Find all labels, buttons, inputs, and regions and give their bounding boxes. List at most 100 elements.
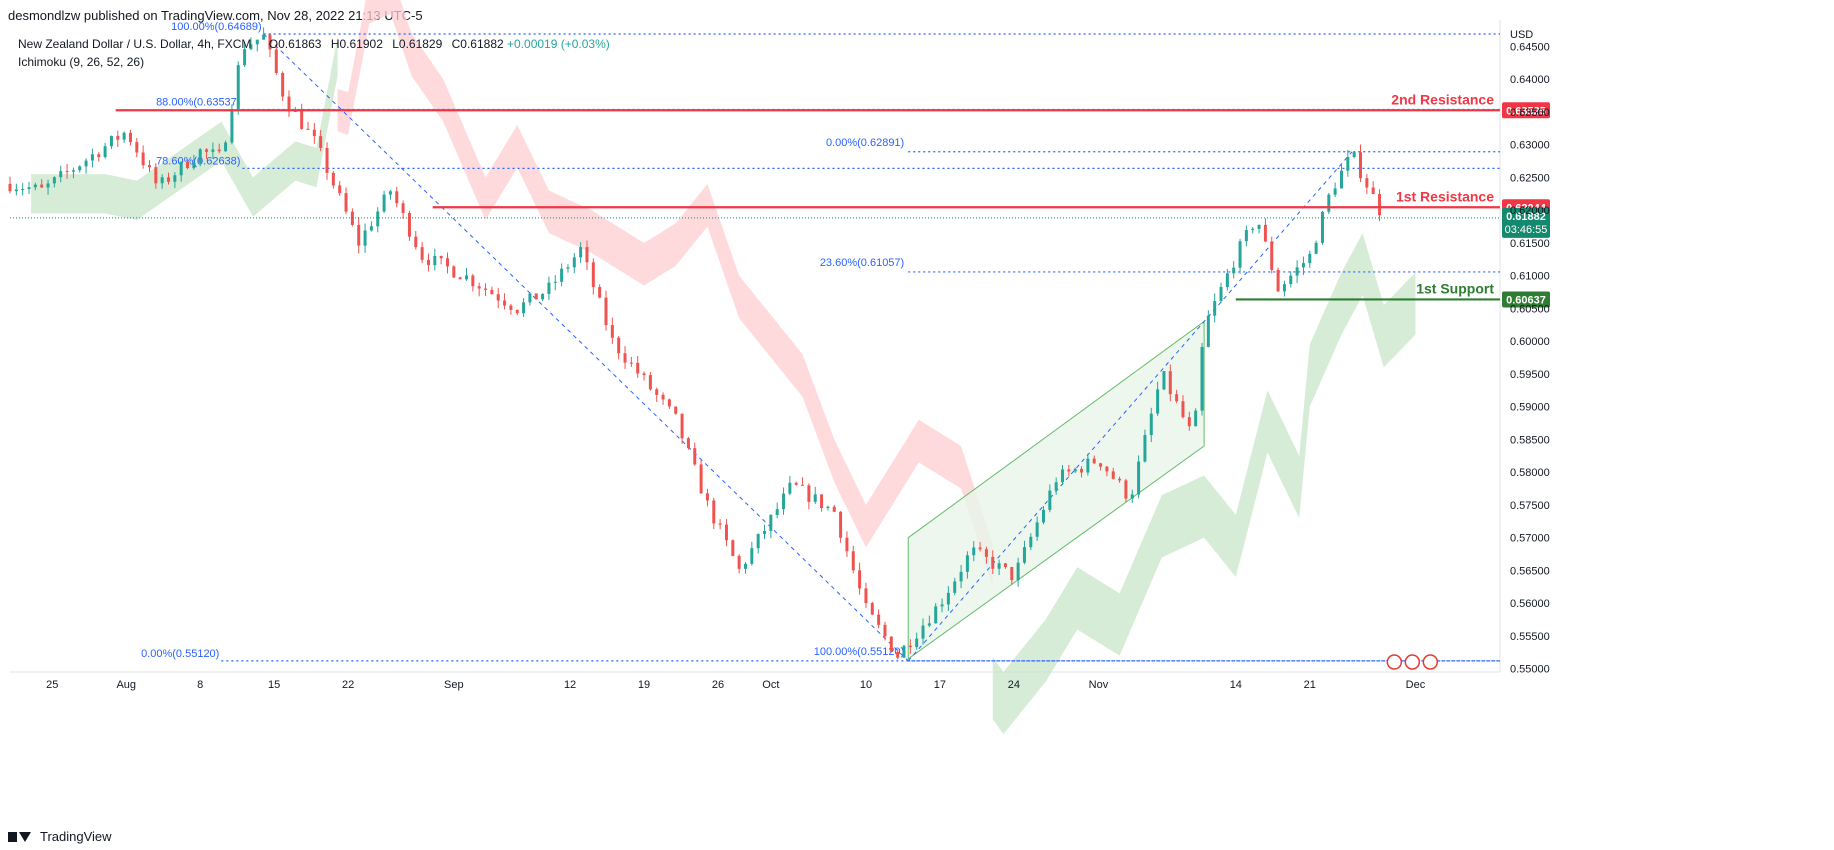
candle-body[interactable] [1048,490,1052,510]
candle-body[interactable] [325,147,329,173]
candle-body[interactable] [870,603,874,615]
candle-body[interactable] [648,375,652,390]
candle-body[interactable] [1137,461,1141,495]
time-tick-label[interactable]: Dec [1406,679,1426,691]
candle-body[interactable] [775,509,779,515]
candle-body[interactable] [1041,509,1045,523]
candle-body[interactable] [604,297,608,326]
candle-body[interactable] [541,293,545,300]
candle-body[interactable] [737,555,741,569]
candle-body[interactable] [306,128,310,130]
candle-body[interactable] [154,167,158,184]
candle-body[interactable] [1251,228,1255,231]
candle-body[interactable] [300,110,304,129]
candle-body[interactable] [851,551,855,571]
candle-body[interactable] [598,287,602,298]
candle-body[interactable] [839,511,843,538]
candle-body[interactable] [1244,230,1248,242]
candle-body[interactable] [198,149,202,163]
candle-body[interactable] [90,154,94,161]
time-tick-label[interactable]: 22 [342,679,354,691]
candle-body[interactable] [1073,468,1077,472]
candle-body[interactable] [655,389,659,395]
candle-body[interactable] [1276,269,1280,292]
candle-body[interactable] [965,555,969,572]
candle-body[interactable] [255,39,259,45]
candle-body[interactable] [515,309,519,314]
candle-body[interactable] [743,563,747,569]
candle-body[interactable] [1035,522,1039,537]
candle-body[interactable] [160,177,164,184]
candle-body[interactable] [420,247,424,260]
candle-body[interactable] [1003,563,1007,568]
candle-body[interactable] [591,262,595,288]
candle-body[interactable] [661,394,665,400]
candle-body[interactable] [1162,371,1166,390]
candle-body[interactable] [1029,536,1033,548]
candle-body[interactable] [1118,478,1122,481]
candle-body[interactable] [59,171,63,178]
candle-body[interactable] [832,506,836,512]
candle-body[interactable] [262,34,266,40]
candle-body[interactable] [978,547,982,550]
candle-body[interactable] [97,154,101,158]
time-tick-label[interactable]: 12 [564,679,576,691]
candle-body[interactable] [135,142,139,153]
candle-body[interactable] [21,189,25,191]
candle-body[interactable] [813,494,817,502]
candle-body[interactable] [40,184,44,188]
candle-body[interactable] [674,406,678,414]
candle-body[interactable] [782,493,786,510]
candle-body[interactable] [750,548,754,564]
candle-body[interactable] [186,161,190,169]
candle-body[interactable] [319,136,323,148]
candle-body[interactable] [712,500,716,524]
candle-body[interactable] [858,570,862,589]
candle-body[interactable] [147,165,151,168]
candle-body[interactable] [1105,466,1109,472]
candle-body[interactable] [471,275,475,287]
candle-body[interactable] [8,183,12,192]
candle-body[interactable] [401,203,405,213]
candle-body[interactable] [236,65,240,110]
candle-body[interactable] [1175,394,1179,402]
candle-body[interactable] [610,325,614,338]
time-tick-label[interactable]: 24 [1008,679,1020,691]
candle-body[interactable] [331,172,335,186]
candle-body[interactable] [458,277,462,280]
candle-body[interactable] [756,533,760,549]
time-tick-label[interactable]: 21 [1304,679,1316,691]
candle-body[interactable] [167,177,171,182]
candle-body[interactable] [1124,480,1128,499]
candle-body[interactable] [211,149,215,152]
candle-body[interactable] [915,638,919,648]
event-flag-icon[interactable] [1386,654,1403,670]
candle-body[interactable] [173,175,177,182]
candle-body[interactable] [731,540,735,556]
candle-body[interactable] [1257,224,1261,229]
candle-body[interactable] [357,224,361,246]
candle-body[interactable] [27,187,31,190]
candle-body[interactable] [1200,346,1204,411]
candle-body[interactable] [205,149,209,152]
candle-body[interactable] [547,282,551,294]
time-tick-label[interactable]: 19 [638,679,650,691]
candle-body[interactable] [864,588,868,604]
time-tick-label[interactable]: Oct [762,679,779,691]
candle-body[interactable] [528,293,532,303]
candle-body[interactable] [369,226,373,231]
candle-body[interactable] [312,129,316,137]
candle-body[interactable] [560,268,564,282]
candle-body[interactable] [78,166,82,171]
candle-body[interactable] [116,135,120,140]
time-tick-label[interactable]: Sep [444,679,464,691]
candle-body[interactable] [997,563,1001,569]
candle-body[interactable] [845,537,849,552]
candle-body[interactable] [363,230,367,246]
candle-body[interactable] [686,438,690,449]
indicator-label[interactable]: Ichimoku (9, 26, 52, 26) [18,55,145,69]
candle-body[interactable] [959,571,963,582]
candle-body[interactable] [680,413,684,439]
candle-body[interactable] [572,257,576,268]
candle-body[interactable] [522,302,526,314]
